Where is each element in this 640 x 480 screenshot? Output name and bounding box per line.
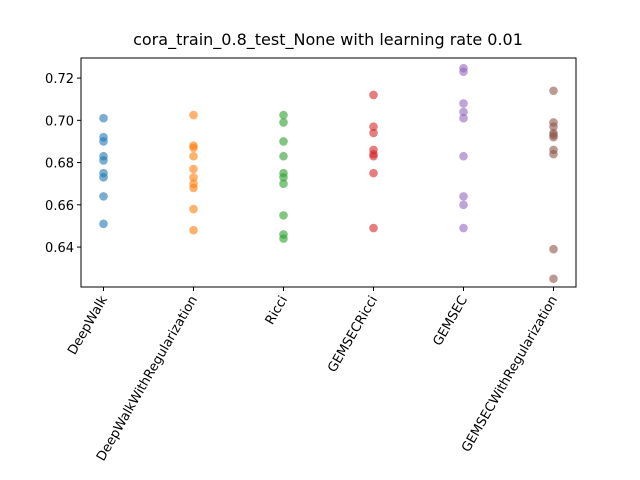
point — [279, 118, 288, 127]
point — [99, 156, 108, 165]
point — [189, 225, 198, 235]
point — [369, 168, 378, 178]
point — [369, 151, 378, 161]
point — [189, 173, 198, 182]
point — [189, 204, 198, 214]
point — [369, 128, 378, 138]
point — [459, 107, 468, 117]
point — [279, 179, 288, 188]
point — [549, 132, 558, 142]
point — [99, 137, 108, 146]
point — [549, 86, 558, 96]
chart-title: cora_train_0.8_test_None with learning r… — [133, 30, 523, 50]
y-tick-label: 0.66 — [45, 199, 74, 214]
point — [189, 164, 198, 174]
point — [459, 151, 468, 161]
point — [549, 149, 558, 159]
y-tick-label: 0.70 — [45, 114, 74, 129]
point — [459, 113, 468, 123]
point — [369, 223, 378, 233]
point — [279, 137, 288, 146]
point — [99, 192, 108, 201]
point — [99, 173, 108, 182]
point — [99, 113, 108, 123]
point — [459, 223, 468, 233]
point — [279, 211, 288, 220]
point — [189, 110, 198, 120]
point — [549, 274, 558, 284]
point — [369, 122, 378, 131]
point — [459, 67, 468, 77]
point — [279, 234, 288, 243]
point — [189, 151, 198, 161]
point — [549, 244, 558, 254]
point — [369, 90, 378, 100]
point — [279, 151, 288, 161]
y-tick-label: 0.68 — [45, 157, 74, 172]
y-tick-label: 0.64 — [45, 241, 74, 256]
point — [189, 143, 198, 153]
point — [459, 200, 468, 210]
point — [459, 99, 468, 108]
plot-frame — [80, 57, 577, 288]
y-tick-label: 0.72 — [45, 72, 74, 87]
point — [549, 122, 558, 131]
point — [279, 110, 288, 120]
point — [459, 192, 468, 201]
point — [99, 219, 108, 229]
point — [189, 183, 198, 193]
point — [279, 173, 288, 182]
